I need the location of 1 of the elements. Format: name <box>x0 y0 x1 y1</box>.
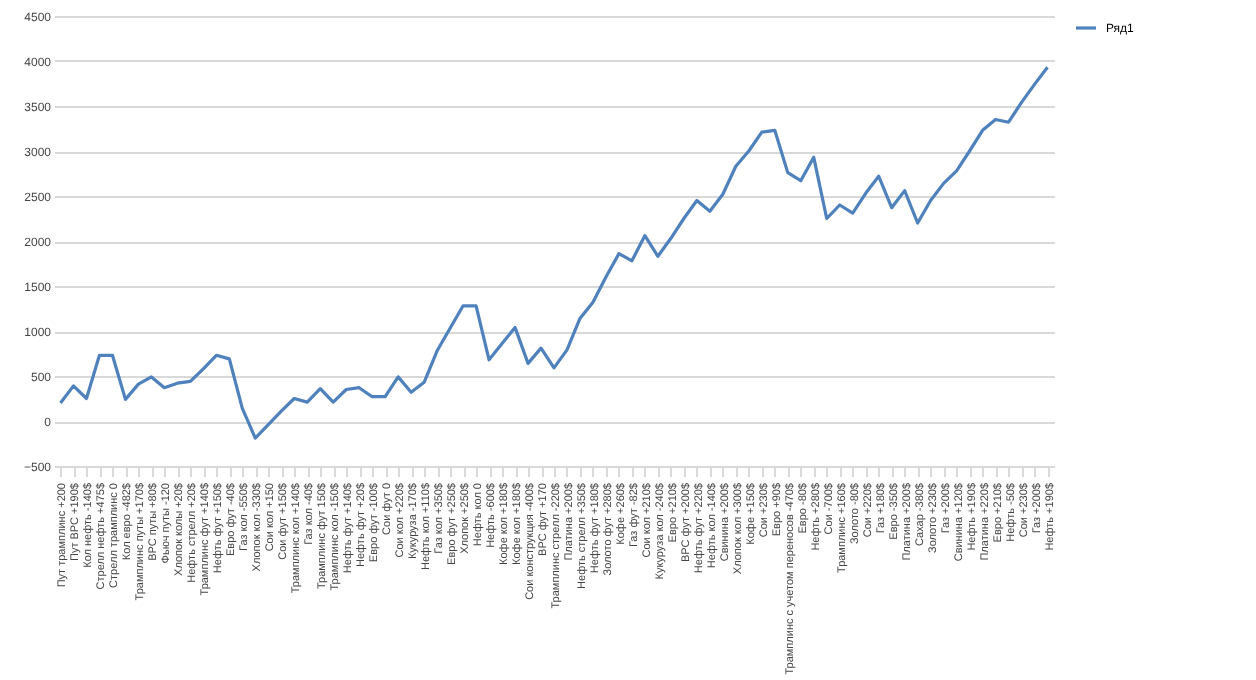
line-series <box>58 65 1050 440</box>
